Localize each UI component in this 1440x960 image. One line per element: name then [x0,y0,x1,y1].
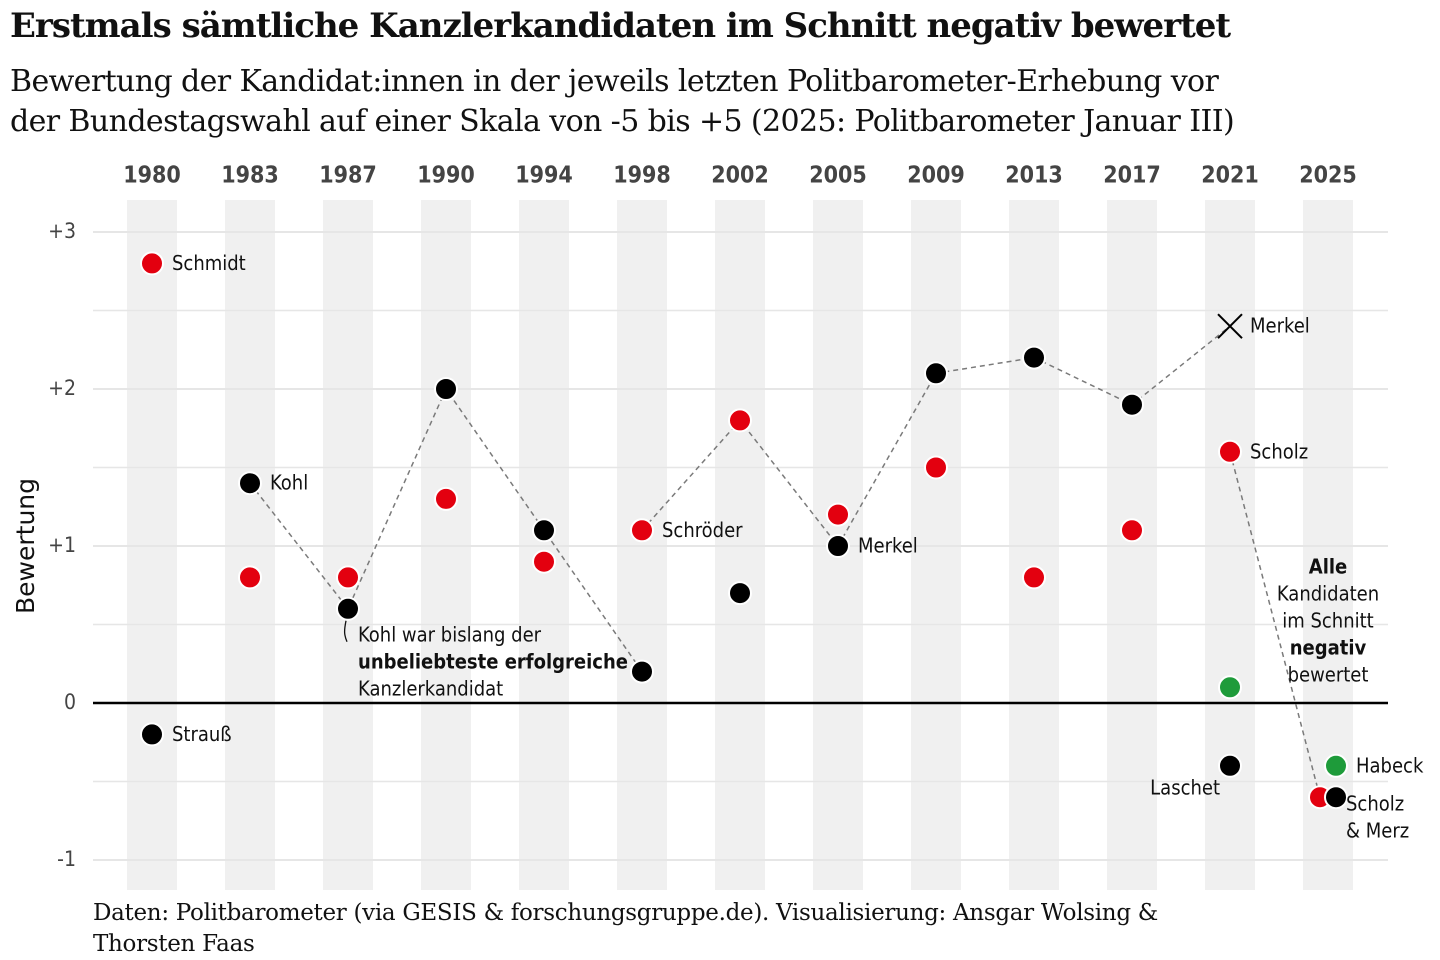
point-label: Laschet [1150,775,1220,799]
point-black [728,581,752,606]
point-red [140,251,164,276]
annotation-kohl-note: Kohl war bislang der [358,622,542,646]
point-label: Strauß [172,722,232,746]
chart-title: Erstmals sämtliche Kanzlerkandidaten im … [10,6,1231,46]
x-tick-label: 1980 [123,163,181,189]
point-label: Habeck [1356,753,1424,777]
point-black [532,518,556,543]
point-red [630,518,654,543]
point-red [728,408,752,433]
source-caption: Daten: Politbarometer (via GESIS & forsc… [93,898,1423,960]
x-tick-label: 2025 [1299,163,1357,189]
annotation-alle-note: im Schnitt [1282,609,1373,633]
subtitle-line-1: Bewertung der Kandidat:innen in der jewe… [10,64,1219,99]
point-black [1218,753,1242,778]
x-tick-label: 1987 [319,163,377,189]
x-tick-label: 1990 [417,163,475,189]
kohl-note-leader [343,620,348,643]
point-black [924,361,948,386]
point-black [140,722,164,747]
point-label: Schröder [662,518,743,542]
annotation-alle-note: negativ [1290,636,1367,660]
point-label: Scholz [1250,439,1308,463]
gridlines [93,231,1388,861]
point-red [336,565,360,590]
point-red [434,486,458,511]
point-cross [1217,313,1243,339]
x-tick-label: 2021 [1201,163,1259,189]
x-tick-label: 1998 [613,163,671,189]
scatter-chart: +3 +2 +1 0 -1 1980 1983 1987 1990 1994 1998 2002 20… [11,163,1424,890]
chart-subtitle: Bewertung der Kandidat:innen in der jewe… [10,62,1430,142]
x-tick-labels: 1980 1983 1987 1990 1994 1998 2002 2005 2009 2013… [123,163,1357,189]
point-black [630,659,654,684]
y-tick-label: -1 [57,847,76,871]
point-black [434,377,458,401]
point-green [1218,675,1242,700]
point-label: Merkel [858,534,918,558]
y-tick-label: +1 [48,533,76,557]
annotation-scholz-merz: Scholz [1346,792,1404,816]
annotation-kohl-note: Kanzlerkandidat [358,676,503,700]
annotation-kohl-note: unbeliebteste erfolgreiche [358,649,628,673]
point-black [1022,345,1046,370]
annotation-scholz-merz: & Merz [1346,819,1409,843]
annotation-leaders [343,620,348,643]
connector-line [1229,451,1321,798]
point-label: Schmidt [172,251,246,275]
y-tick-label: +3 [48,219,76,243]
point-red [1120,518,1144,543]
point-red [924,455,948,480]
point-black [238,471,262,496]
caption-line-2: Thorsten Faas [93,931,255,957]
x-tick-label: 2005 [809,163,867,189]
x-tick-label: 2013 [1005,163,1063,189]
point-black [826,534,850,558]
y-tick-label: +2 [48,376,76,400]
annotations: Scholz & Merz Kohl war bislang der unbelieb… [358,555,1409,843]
point-label: Merkel [1250,314,1310,338]
y-axis-label: Bewertung [11,478,40,614]
point-red [238,565,262,590]
chancellor-connector-lines [249,325,1321,798]
x-tick-label: 2002 [711,163,769,189]
point-red [1022,565,1046,590]
point-labels: Schmidt Strauß Kohl Schröder Merkel Merkel Sch… [172,251,1424,799]
caption-line-1: Daten: Politbarometer (via GESIS & forsc… [93,900,1158,926]
point-red [826,502,850,527]
annotation-alle-note: Alle [1309,555,1347,579]
point-red [1218,439,1242,464]
point-black [1120,392,1144,417]
data-points [140,251,1348,810]
point-red [532,549,556,574]
x-tick-label: 1983 [221,163,279,189]
y-tick-labels: +3 +2 +1 0 -1 [48,219,76,871]
point-green [1324,753,1348,778]
subtitle-line-2: der Bundestagswahl auf einer Skala von -… [10,104,1235,139]
y-tick-label: 0 [64,690,76,714]
annotation-alle-note: Kandidaten [1277,582,1379,606]
point-black [1324,785,1348,810]
annotation-alle-note: bewertet [1288,663,1369,687]
point-black [336,596,360,621]
x-tick-label: 1994 [515,163,573,189]
x-tick-label: 2017 [1103,163,1161,189]
x-tick-label: 2009 [907,163,965,189]
point-label: Kohl [270,471,308,495]
